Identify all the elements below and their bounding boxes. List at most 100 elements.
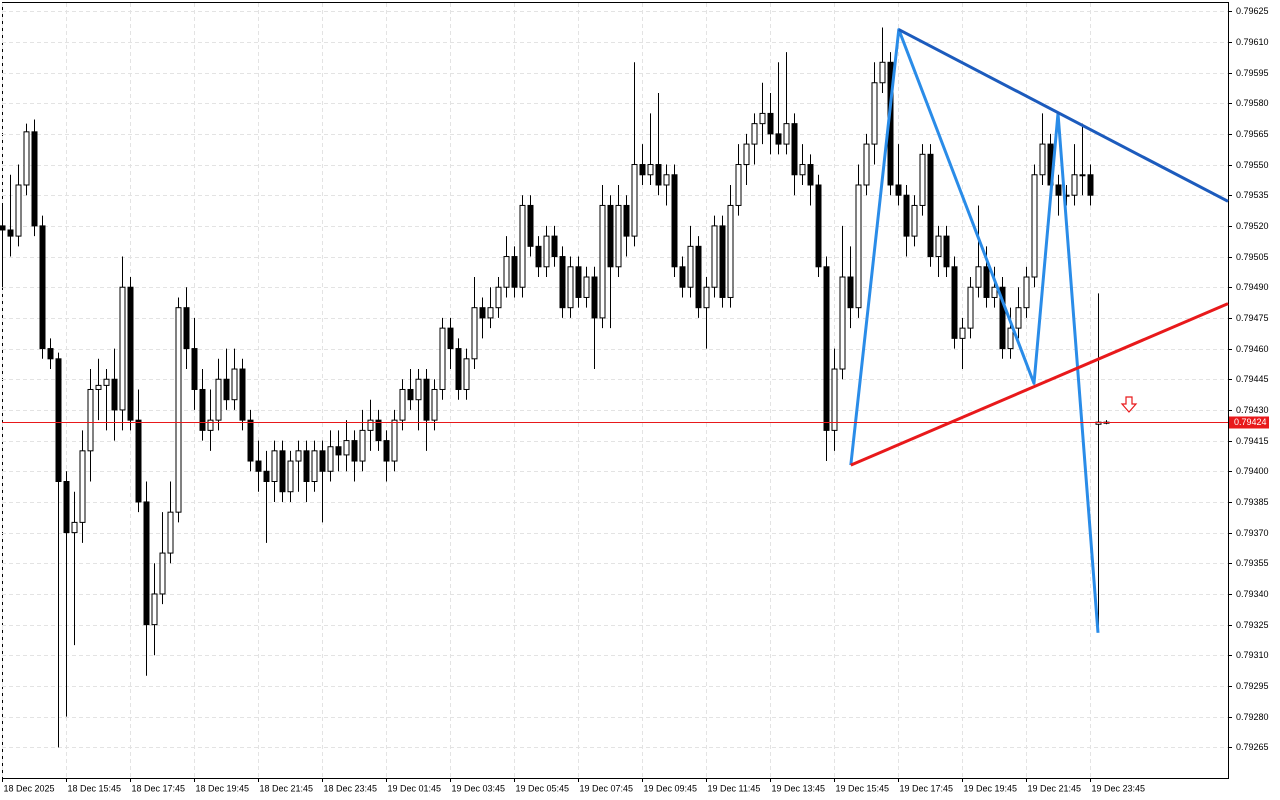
candle-body (575, 266, 582, 298)
candle-body (119, 286, 126, 411)
y-tick-label: 0.79430 (1236, 405, 1269, 415)
candle-body (511, 256, 518, 288)
y-tick-label: 0.79475 (1236, 313, 1269, 323)
candle-body (311, 450, 318, 482)
candle-body (743, 143, 750, 166)
candle-body (23, 131, 30, 186)
candle-body (919, 153, 926, 206)
y-tick-label: 0.79580 (1236, 98, 1269, 108)
x-tick-label: 19 Dec 17:45 (900, 783, 954, 793)
candle-body (975, 266, 982, 288)
candle-body (543, 235, 550, 268)
candle-body (567, 266, 574, 309)
candle-body (719, 225, 726, 298)
candle-body (967, 286, 974, 329)
y-tick-label: 0.79415 (1236, 436, 1269, 446)
candle-body (855, 184, 862, 309)
candle-body (407, 388, 414, 401)
candle-body (287, 460, 294, 493)
candle-body (239, 368, 246, 421)
candle-body (735, 164, 742, 206)
candle-body (599, 204, 606, 319)
candle-body (255, 460, 262, 472)
candle-body (383, 440, 390, 462)
y-tick-label: 0.79445 (1236, 374, 1269, 384)
candle-body (983, 266, 990, 298)
candle-body (175, 307, 182, 513)
x-tick-label: 19 Dec 13:45 (772, 783, 826, 793)
x-tick-label: 19 Dec 23:45 (1092, 783, 1146, 793)
y-tick-label: 0.79400 (1236, 466, 1269, 476)
candle-body (695, 245, 702, 309)
candle-body (127, 286, 134, 421)
x-tick-label: 18 Dec 15:45 (68, 783, 122, 793)
x-tick-label: 19 Dec 01:45 (388, 783, 442, 793)
x-tick-label: 18 Dec 21:45 (260, 783, 314, 793)
x-tick-label: 19 Dec 05:45 (516, 783, 570, 793)
candle-body (79, 450, 86, 523)
trend-line (849, 28, 1100, 633)
y-tick-label: 0.79385 (1236, 497, 1269, 507)
candle-body (143, 501, 150, 626)
candle-body (191, 348, 198, 390)
candle-body (135, 419, 142, 503)
candle-body (95, 384, 102, 390)
candle-body (823, 266, 830, 431)
y-tick-label: 0.79265 (1236, 742, 1269, 752)
candle-body (71, 521, 78, 534)
y-tick-label: 0.79565 (1236, 129, 1269, 139)
candle-body (199, 388, 206, 431)
candle-body (807, 164, 814, 186)
x-tick-label: 19 Dec 03:45 (452, 783, 506, 793)
y-tick-label: 0.79550 (1236, 160, 1269, 170)
candle-body (791, 123, 798, 176)
y-tick-label: 0.79520 (1236, 221, 1269, 231)
y-tick-label: 0.79370 (1236, 528, 1269, 538)
candle-body (183, 307, 190, 350)
candle-body (959, 327, 966, 339)
y-tick-label: 0.79505 (1236, 252, 1269, 262)
y-tick-label: 0.79595 (1236, 68, 1269, 78)
y-tick-label: 0.79280 (1236, 712, 1269, 722)
candle-body (215, 378, 222, 421)
candle-body (1023, 276, 1030, 309)
candle-body (623, 204, 630, 237)
y-tick-label: 0.79295 (1236, 681, 1269, 691)
candle-body (703, 286, 710, 309)
candle-body (999, 286, 1006, 350)
candle-body (431, 388, 438, 421)
candle-body (111, 378, 118, 411)
candle-body (647, 164, 654, 176)
candle-body (831, 368, 838, 431)
candle-body (767, 112, 774, 135)
candle-body (271, 450, 278, 482)
x-tick-label: 19 Dec 15:45 (836, 783, 890, 793)
candle-body (687, 245, 694, 288)
candle-body (223, 378, 230, 401)
candle-body (775, 133, 782, 145)
candle-body (63, 480, 70, 534)
y-tick-label: 0.79610 (1236, 37, 1269, 47)
candle-body (847, 276, 854, 309)
candle-body (479, 307, 486, 319)
candle-body (1071, 174, 1078, 196)
plot-frame (2, 2, 1229, 779)
marks (0, 27, 1229, 748)
candle-body (31, 131, 38, 227)
candle-body (935, 235, 942, 258)
candle-body (47, 348, 54, 360)
candle-body (1039, 143, 1046, 176)
candle-body (327, 446, 334, 472)
candle-body (279, 450, 286, 493)
candle-body (1055, 184, 1062, 196)
x-tick-label: 19 Dec 21:45 (1028, 783, 1082, 793)
candle-body (863, 143, 870, 186)
x-tick-label: 18 Dec 2025 (4, 783, 55, 793)
candle-body (503, 256, 510, 288)
candle-body (679, 266, 686, 288)
candle-body (295, 450, 302, 462)
candle-body (943, 235, 950, 268)
candle-body (151, 593, 158, 626)
candle-body (455, 348, 462, 390)
